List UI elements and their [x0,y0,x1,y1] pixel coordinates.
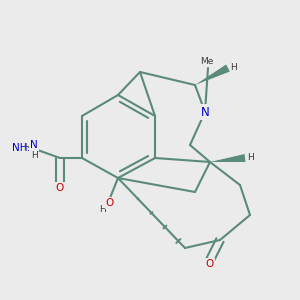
Text: H: H [31,151,38,160]
Polygon shape [210,154,245,162]
Text: N: N [201,106,209,118]
Polygon shape [195,64,230,85]
Text: H: H [99,205,106,214]
Text: N: N [30,140,38,150]
Text: NH₂: NH₂ [12,143,32,153]
Text: Me: Me [200,57,214,66]
Text: O: O [206,259,214,269]
Text: O: O [106,198,114,208]
Text: H: H [23,143,30,152]
Text: O: O [56,183,64,193]
Text: H: H [247,154,254,163]
Text: H: H [230,64,237,73]
